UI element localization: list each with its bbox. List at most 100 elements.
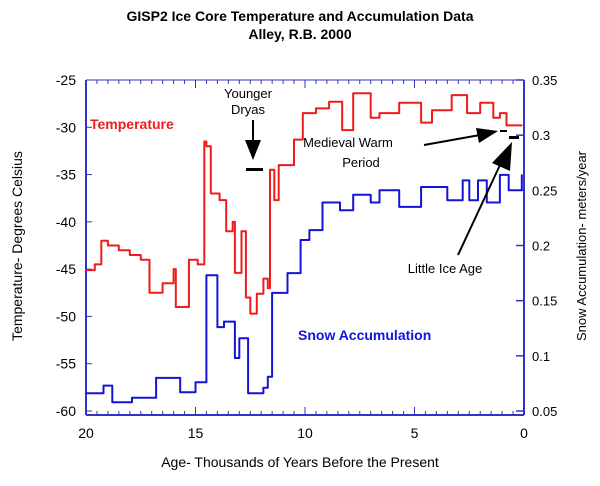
temperature-point [293, 138, 295, 141]
y-right-tick-label: 0.35 [532, 73, 557, 88]
x-tick-label: 0 [520, 425, 528, 441]
legend-temperature: Temperature [90, 116, 174, 132]
snow-accumulation-point [420, 186, 422, 188]
snow-accumulation-point [352, 193, 354, 196]
temperature-point [218, 199, 221, 201]
temperature-point [174, 306, 177, 308]
snow-accumulation-point [499, 174, 501, 176]
snow-accumulation-point [205, 274, 208, 277]
temperature-point [431, 109, 433, 112]
snow-accumulation-point [247, 392, 249, 395]
snow-accumulation-point [155, 377, 157, 379]
temperature-point [450, 94, 453, 96]
medieval-warm-arrow [423, 128, 519, 146]
snow-accumulation-point [378, 189, 381, 192]
annotation-younger-dryas-line1: Dryas [231, 102, 265, 117]
temperature-point [466, 112, 468, 114]
y-right-tick-label: 0.25 [532, 183, 557, 198]
temperature-point [277, 164, 280, 166]
snow-accumulation-point [398, 206, 400, 208]
temperature-point [262, 277, 265, 280]
series-lines [85, 92, 523, 404]
annotation-little-ice-age: Little Ice Age [408, 261, 482, 276]
snow-accumulation-point [468, 199, 471, 202]
temperature-point [85, 269, 87, 271]
snow-accumulation-point [308, 229, 311, 231]
x-tick-label: 10 [297, 425, 313, 441]
temperature-point [231, 221, 234, 223]
temperature-point [479, 101, 482, 104]
temperature-point [188, 258, 190, 261]
y-left-tick-label: -60 [56, 403, 76, 419]
y-left-tick-label: -35 [56, 167, 76, 183]
legend-snow-accumulation: Snow Accumulation [298, 327, 431, 343]
annotation-medieval-warm-line1: Medieval Warm [303, 135, 393, 150]
temperature-point [420, 121, 422, 124]
snow-accumulation-point [216, 326, 219, 328]
temperature-point [352, 92, 354, 95]
temperature-point [505, 124, 508, 127]
temperature-point [203, 140, 206, 143]
temperature-point [93, 263, 96, 266]
temperature-point [107, 244, 109, 247]
snow-accumulation-point [131, 396, 133, 399]
snow-accumulation-point [339, 209, 341, 211]
x-tick-label: 5 [411, 425, 419, 441]
y-left-tick-label: -30 [56, 119, 76, 135]
temperature-point [369, 117, 372, 119]
x-axis-label: Age- Thousands of Years Before the Prese… [161, 454, 439, 470]
snow-accumulation-point [179, 391, 181, 394]
chart-subtitle: Alley, R.B. 2000 [248, 26, 351, 42]
y-left-tick-label: -40 [56, 214, 76, 230]
temperature-point [256, 292, 258, 295]
little-ice-age-arrow [457, 142, 512, 256]
temperature-point [266, 287, 269, 289]
temperature-point [521, 124, 523, 127]
temperature-point [328, 100, 330, 103]
snow-accumulation-point [85, 392, 87, 395]
x-tick-label: 15 [188, 425, 204, 441]
snow-accumulation-point [111, 401, 114, 403]
temperature-point [161, 282, 164, 285]
snow-accumulation-point [238, 337, 241, 339]
snow-accumulation-point [477, 179, 479, 182]
y-right-tick-label: 0.05 [532, 404, 557, 419]
y-right-tick-label: 0.1 [532, 349, 550, 364]
temperature-point [139, 258, 142, 261]
snow-accumulation-point [234, 357, 236, 359]
temperature-point [315, 107, 317, 110]
temperature-point [118, 249, 120, 252]
temperature-point [196, 263, 199, 266]
y-axis-right-label: Snow Accumulation- meters/year [574, 150, 589, 341]
temperature-point [148, 291, 151, 294]
snow-accumulation-point [262, 387, 265, 389]
snow-accumulation-point [461, 179, 464, 182]
chart-title: GISP2 Ice Core Temperature and Accumulat… [127, 8, 474, 24]
temperature-point [234, 272, 236, 274]
temperature-point [302, 112, 304, 114]
temperature-point [210, 192, 212, 195]
temperature-point [341, 129, 344, 131]
y-left-tick-label: -45 [56, 261, 76, 277]
y-left-tick-label: -50 [56, 308, 76, 324]
temperature-point [273, 199, 276, 201]
snow-accumulation-point [299, 239, 302, 241]
snow-accumulation-point [446, 199, 449, 202]
y-right-tick-label: 0.15 [532, 294, 557, 309]
snow-accumulation-line [86, 173, 523, 404]
y-right-tick-label: 0.2 [532, 239, 550, 254]
snow-accumulation-point [223, 320, 225, 323]
temperature-point [378, 112, 381, 114]
temperature-point [245, 296, 247, 299]
snow-accumulation-point [321, 201, 324, 204]
younger-dryas-arrow [245, 120, 263, 171]
y-left-tick-label: -25 [56, 72, 76, 88]
temperature-point [205, 145, 208, 147]
snow-accumulation-point [485, 201, 488, 204]
snow-accumulation-point [521, 174, 523, 176]
snow-accumulation-point [286, 272, 289, 274]
y-left-tick-label: -55 [56, 356, 76, 372]
snow-accumulation-point [194, 381, 197, 384]
axes [85, 79, 525, 416]
